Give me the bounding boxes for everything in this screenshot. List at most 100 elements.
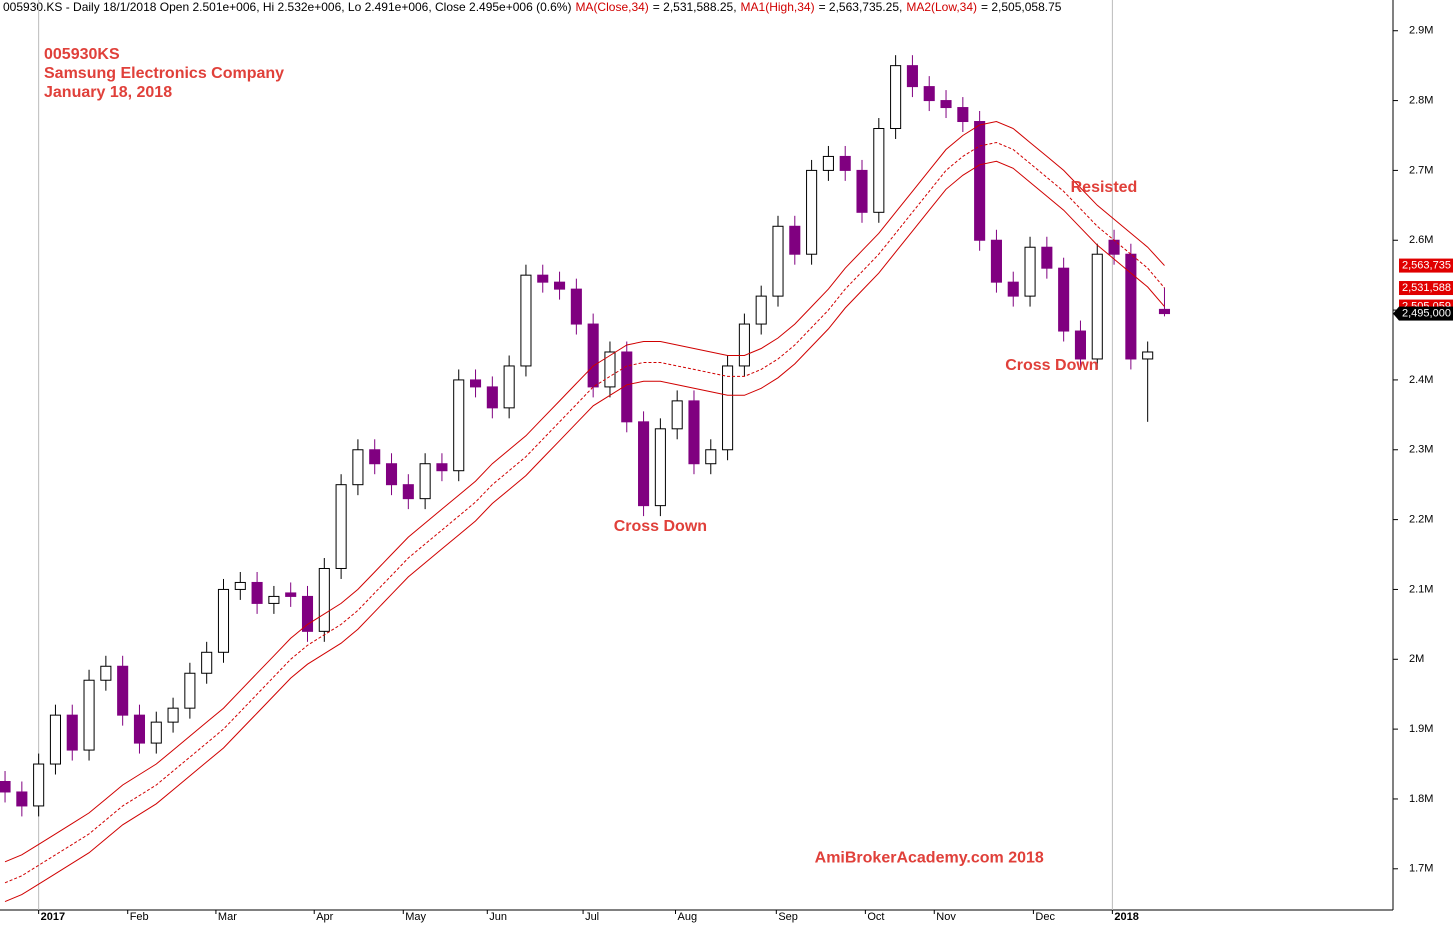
y-tick-label: 2.9M <box>1409 25 1433 37</box>
candle-body <box>49 714 61 765</box>
candle-body <box>1024 246 1036 297</box>
y-tick-label: 2.2M <box>1409 514 1433 526</box>
candle-body <box>940 100 952 109</box>
candle-body <box>318 567 330 632</box>
x-tick-label: Jul <box>585 911 599 923</box>
price-label-arrow <box>1393 306 1399 321</box>
ma-line <box>4 120 1165 863</box>
y-tick-label: 1.9M <box>1409 723 1433 735</box>
candle-body <box>890 65 902 130</box>
x-tick-label: Aug <box>677 911 697 923</box>
candle-body <box>0 780 11 793</box>
candle-body <box>150 721 162 744</box>
candle-body <box>638 421 650 507</box>
x-tick-label: 2018 <box>1114 911 1138 923</box>
candle-body <box>1058 267 1070 332</box>
title-line: 005930KS <box>44 46 120 63</box>
price-label-box <box>1399 258 1453 273</box>
legend-value: = 2,531,588.25, <box>653 0 737 14</box>
candle-body <box>1108 239 1120 255</box>
annotation: Cross Down <box>1005 357 1098 374</box>
candle-body <box>352 449 364 486</box>
x-tick-label: Oct <box>867 911 884 923</box>
candle-body <box>604 351 616 388</box>
y-tick-label: 1.8M <box>1409 793 1433 805</box>
candle-body <box>369 449 381 465</box>
price-label: 2,563,735 <box>1402 259 1451 271</box>
price-label-box <box>1399 306 1453 321</box>
candle-body <box>806 169 818 255</box>
price-label: 2,495,000 <box>1402 307 1451 319</box>
chart-header: 005930.KS - Daily 18/1/2018 Open 2.501e+… <box>3 0 1062 14</box>
candle-body <box>1125 253 1137 360</box>
candle-body <box>83 679 95 751</box>
candle-body <box>671 400 683 430</box>
candle-body <box>957 107 969 123</box>
candle-body <box>16 791 28 807</box>
annotation: Resisted <box>1071 179 1138 196</box>
candle-body <box>621 351 633 423</box>
legend-name: MA(Close,34) <box>575 0 648 14</box>
candle-body <box>385 463 398 486</box>
ma-line <box>4 160 1165 903</box>
y-tick-label: 2.6M <box>1409 234 1433 246</box>
candle-body <box>974 121 986 241</box>
header-text: 005930.KS - Daily 18/1/2018 Open 2.501e+… <box>3 0 571 14</box>
x-tick-label: Jun <box>489 911 507 923</box>
candle-body <box>738 323 750 367</box>
candle-body <box>906 65 918 88</box>
candle-body <box>873 128 885 213</box>
candle-body <box>587 323 599 388</box>
candle-body <box>66 714 78 751</box>
candle-body <box>453 379 465 472</box>
candle-body <box>570 288 582 325</box>
candle-body <box>419 463 431 500</box>
y-tick-label: 2.1M <box>1409 583 1433 595</box>
x-tick-label: Dec <box>1035 911 1055 923</box>
candle-body <box>688 400 700 465</box>
candle-body <box>923 86 935 102</box>
annotation: AmiBrokerAcademy.com 2018 <box>815 850 1044 867</box>
candle-body <box>335 484 347 569</box>
candle-body <box>1158 308 1171 315</box>
candle-body <box>554 281 566 290</box>
candle-body <box>402 484 414 500</box>
x-tick-label: Feb <box>130 911 149 923</box>
candle-body <box>520 274 532 367</box>
price-label-box <box>1399 281 1453 296</box>
candle-body <box>285 592 297 597</box>
title-line: Samsung Electronics Company <box>44 65 284 82</box>
ma-line <box>4 141 1165 884</box>
price-label: 2,531,588 <box>1402 282 1451 294</box>
candle-body <box>469 379 482 388</box>
candle-body <box>822 155 834 171</box>
candle-body <box>654 428 666 507</box>
x-tick-label: Nov <box>936 911 956 923</box>
candle-body <box>33 763 45 807</box>
candle-body <box>133 714 146 744</box>
candle-body <box>1142 351 1154 360</box>
candle-body <box>251 581 263 604</box>
y-tick-label: 2M <box>1409 653 1424 665</box>
y-tick-label: 2.8M <box>1409 94 1433 106</box>
candle-body <box>772 225 784 297</box>
candle-body <box>217 588 230 653</box>
y-tick-label: 2.4M <box>1409 374 1433 386</box>
candle-body <box>436 463 448 472</box>
legend-name: MA1(High,34) <box>741 0 815 14</box>
candle-body <box>486 386 498 409</box>
candle-body <box>1041 246 1053 269</box>
candle-body <box>167 707 179 723</box>
title-line: January 18, 2018 <box>44 84 172 101</box>
legend-value: = 2,505,058.75 <box>981 0 1062 14</box>
y-tick-label: 1.7M <box>1409 863 1433 875</box>
y-tick-label: 2.7M <box>1409 164 1433 176</box>
candle-body <box>301 595 314 632</box>
x-tick-label: Mar <box>218 911 237 923</box>
candle-body <box>117 665 129 716</box>
legend-name: MA2(Low,34) <box>906 0 977 14</box>
candle-body <box>503 365 515 409</box>
candle-body <box>201 651 213 674</box>
candle-body <box>184 672 196 709</box>
